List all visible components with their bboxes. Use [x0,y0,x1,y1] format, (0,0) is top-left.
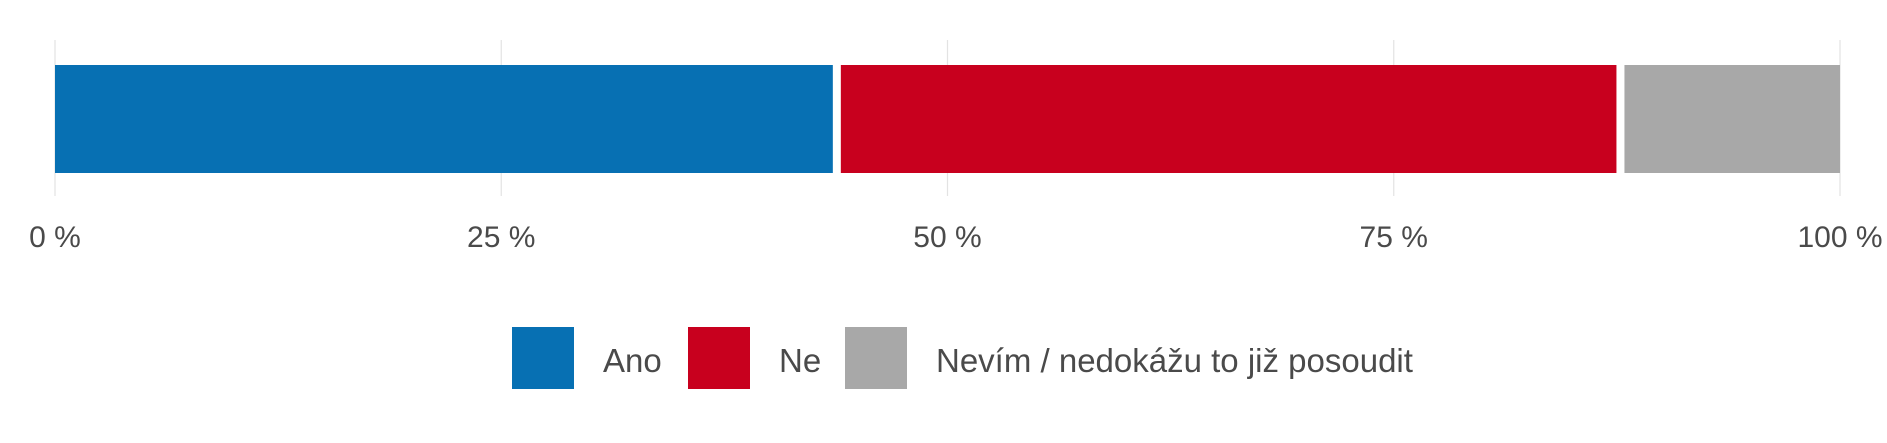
bars [55,65,1840,173]
legend-label-1: Ne [779,342,821,379]
legend-label-2: Nevím / nedokážu to již posoudit [936,342,1413,379]
legend-swatch-1 [688,327,750,389]
x-axis-tick-labels: 0 % 25 % 50 % 75 % 100 % [29,221,1882,254]
bar-segment-1 [840,65,1617,173]
legend-swatch-0 [512,327,574,389]
x-tick-label-0: 0 % [29,221,81,254]
legend-label-0: Ano [603,342,662,379]
x-tick-label-2: 50 % [913,221,981,254]
legend: Ano Ne Nevím / nedokážu to již posoudit [512,327,1413,389]
x-tick-label-1: 25 % [467,221,535,254]
x-tick-label-4: 100 % [1797,221,1882,254]
legend-swatch-2 [845,327,907,389]
bar-segment-0 [55,65,833,173]
x-tick-label-3: 75 % [1360,221,1428,254]
bar-segment-2 [1624,65,1840,173]
